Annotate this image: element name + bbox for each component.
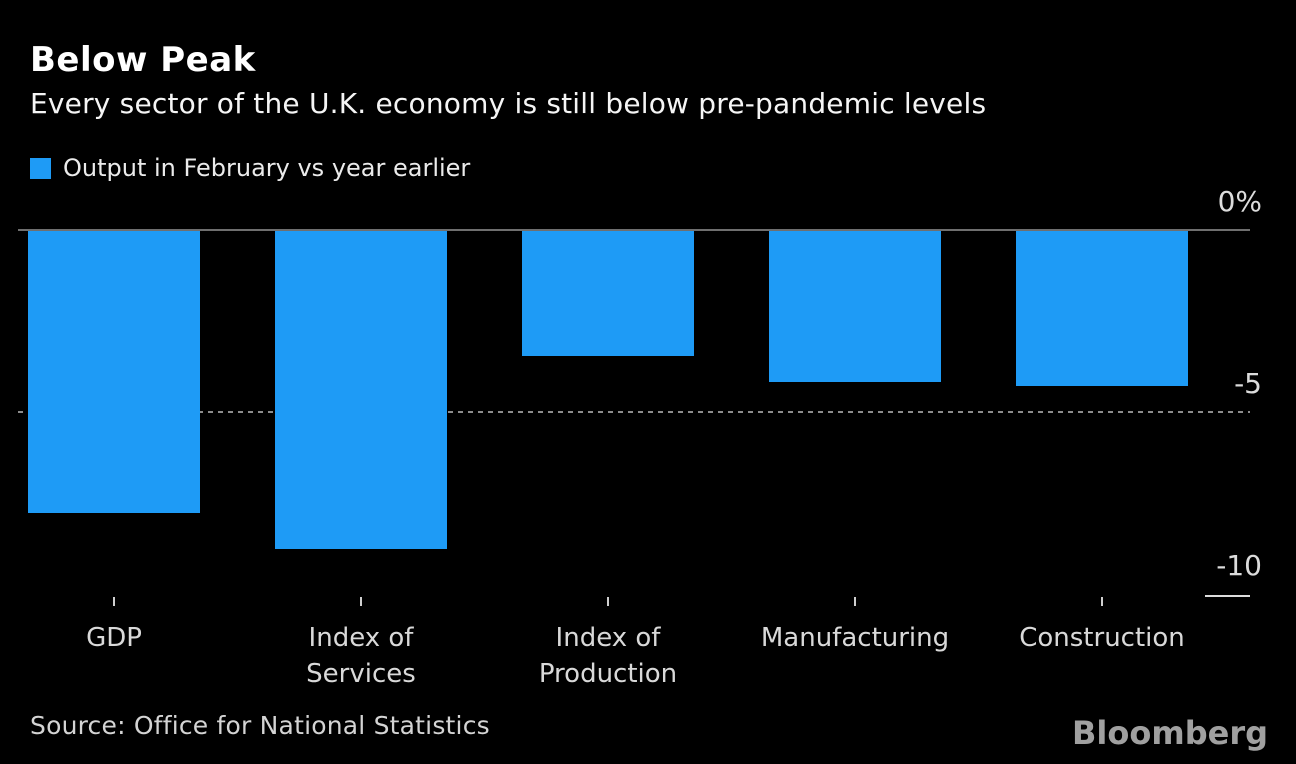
category-label-index-of-production: Index of Production [538, 623, 678, 689]
chart-subtitle: Every sector of the U.K. economy is stil… [30, 87, 987, 120]
source-text: Source: Office for National Statistics [30, 711, 490, 740]
y-tick-label: -5 [1234, 367, 1262, 400]
chart-title: Below Peak [30, 40, 256, 80]
dotted-gridline [18, 411, 1250, 413]
y-tick-label: 0% [1217, 185, 1262, 218]
x-tick-mark [607, 597, 609, 606]
x-tick-mark [360, 597, 362, 606]
legend: Output in February vs year earlier [30, 154, 470, 182]
legend-swatch-icon [30, 157, 51, 179]
x-tick-mark [854, 597, 856, 606]
bar-index-of-production [522, 231, 694, 356]
zero-baseline [18, 229, 1250, 231]
x-tick-mark [113, 597, 115, 606]
category-label-manufacturing: Manufacturing [760, 623, 950, 653]
y-tick-label: -10 [1216, 549, 1262, 582]
bar-gdp [28, 231, 200, 513]
category-label-gdp: GDP [86, 623, 142, 653]
category-label-construction: Construction [1019, 623, 1185, 653]
bottom-axis-tick-segment [1205, 595, 1250, 597]
bar-construction [1016, 231, 1188, 386]
bar-manufacturing [769, 231, 941, 382]
x-tick-mark [1101, 597, 1103, 606]
bar-index-of-services [275, 231, 447, 549]
category-label-index-of-services: Index of Services [306, 623, 416, 689]
bloomberg-logo: Bloomberg [1072, 714, 1268, 752]
legend-label: Output in February vs year earlier [63, 154, 471, 182]
